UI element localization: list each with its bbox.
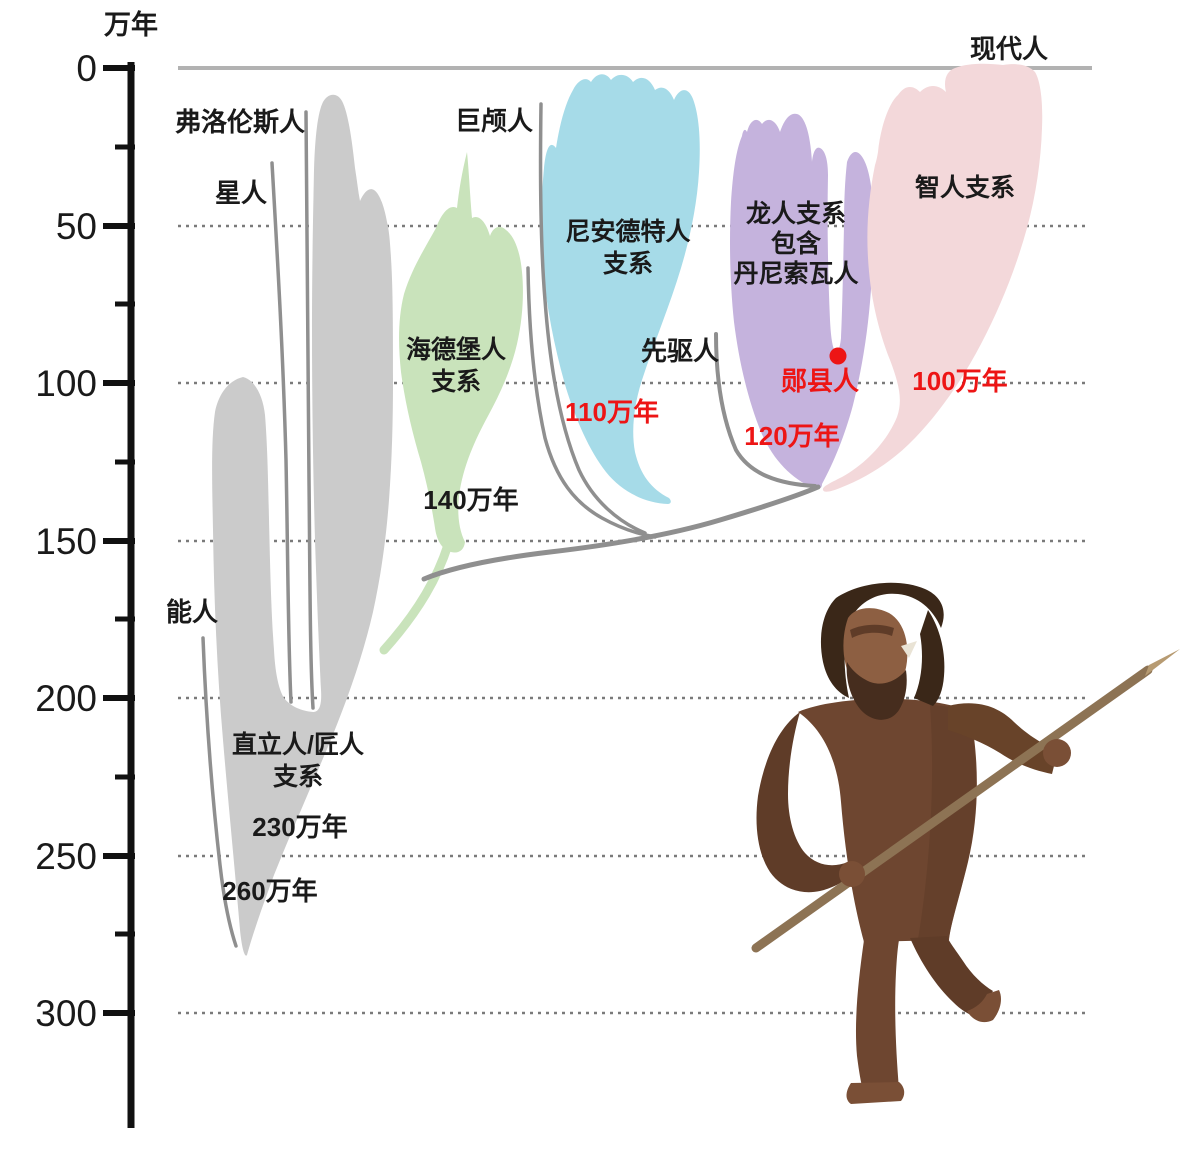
- tick-label-200: 200: [35, 678, 97, 719]
- naledi-label: 星人: [215, 178, 267, 208]
- hominid-left-foot: [846, 1082, 905, 1104]
- hominid-brow: [850, 624, 894, 638]
- hominid-right-hand: [1043, 739, 1071, 767]
- lineage-shapes: [212, 63, 1043, 956]
- age-110-label: 110万年: [565, 397, 659, 427]
- juluren-companion-line: [526, 266, 657, 539]
- heidelberg-lineage-label-2: 支系: [431, 368, 481, 396]
- age-230-label: 230万年: [252, 812, 347, 842]
- age-100-label: 100万年: [912, 366, 1007, 396]
- figure-labels: 现代人 弗洛伦斯人 星人 巨颅人 先驱人 能人 尼安德特人 支系 龙人支系 包含…: [166, 34, 1048, 906]
- longi-lineage-shape: [730, 113, 874, 489]
- branch-curves: [201, 102, 821, 948]
- trunk-curve: [421, 484, 821, 582]
- hominid-illustration: [751, 582, 1180, 1104]
- neanderthal-lineage-label-1: 尼安德特人: [565, 217, 690, 246]
- hominid-beard: [846, 662, 907, 720]
- heidelberg-lineage-shape: [399, 152, 523, 553]
- neanderthal-lineage-label-2: 支系: [603, 250, 653, 278]
- sapiens-lineage-label: 智人支系: [915, 173, 1015, 202]
- juluren-branch-line: [538, 102, 647, 535]
- hominid-spear-shaft: [751, 665, 1153, 953]
- hominid-ear-ornament: [901, 641, 917, 658]
- tick-label-300: 300: [35, 993, 97, 1034]
- axis-unit-label: 万年: [104, 9, 158, 40]
- hominid-left-hand: [839, 861, 865, 887]
- habilis-label: 能人: [166, 597, 218, 627]
- yunxian-label: 郧县人: [781, 366, 859, 396]
- time-axis: 万年 0 50 100 150 200 250 300: [35, 9, 158, 1128]
- hominid-spear-tip: [1145, 649, 1180, 676]
- tick-label-100: 100: [35, 363, 97, 404]
- longi-lineage-label-1: 龙人支系: [746, 200, 846, 228]
- hominid-hair-back: [914, 610, 945, 706]
- floresiensis-branch-line: [304, 110, 315, 710]
- antecessor-branch-line: [714, 332, 817, 488]
- erectus-lineage-shape: [212, 94, 393, 956]
- hominid-left-arm: [756, 712, 853, 893]
- sapiens-lineage-shape: [822, 63, 1043, 492]
- heidelberg-lineage-label-1: 海德堡人: [406, 335, 506, 364]
- heidelberg-tail-curve: [379, 540, 453, 655]
- tick-label-50: 50: [56, 206, 97, 247]
- hominid-left-leg: [855, 940, 899, 1091]
- neanderthal-lineage-shape: [541, 74, 700, 504]
- hominid-torso-shading: [918, 705, 977, 939]
- juluren-label: 巨颅人: [455, 106, 533, 136]
- yunxian-fossil-dot: [829, 347, 847, 365]
- hominid-right-leg: [910, 936, 993, 1017]
- erectus-lineage-label-1: 直立人/匠人: [232, 730, 364, 759]
- floresiensis-label: 弗洛伦斯人: [175, 107, 305, 137]
- erectus-lineage-label-2: 支系: [273, 763, 323, 791]
- antecessor-label: 先驱人: [641, 336, 719, 366]
- habilis-branch-line: [201, 636, 238, 948]
- naledi-branch-line: [270, 161, 293, 704]
- age-120-label: 120万年: [744, 421, 839, 451]
- tick-label-150: 150: [35, 521, 97, 562]
- age-260-label: 260万年: [222, 876, 317, 906]
- tick-label-0: 0: [76, 48, 97, 89]
- modern-human-label: 现代人: [970, 34, 1048, 64]
- longi-lineage-label-3: 丹尼索瓦人: [733, 260, 858, 288]
- age-140-label: 140万年: [423, 485, 518, 515]
- longi-lineage-label-2: 包含: [771, 229, 822, 258]
- hominid-right-foot: [967, 990, 1001, 1023]
- tick-label-250: 250: [35, 836, 97, 877]
- hominid-hair: [820, 582, 944, 698]
